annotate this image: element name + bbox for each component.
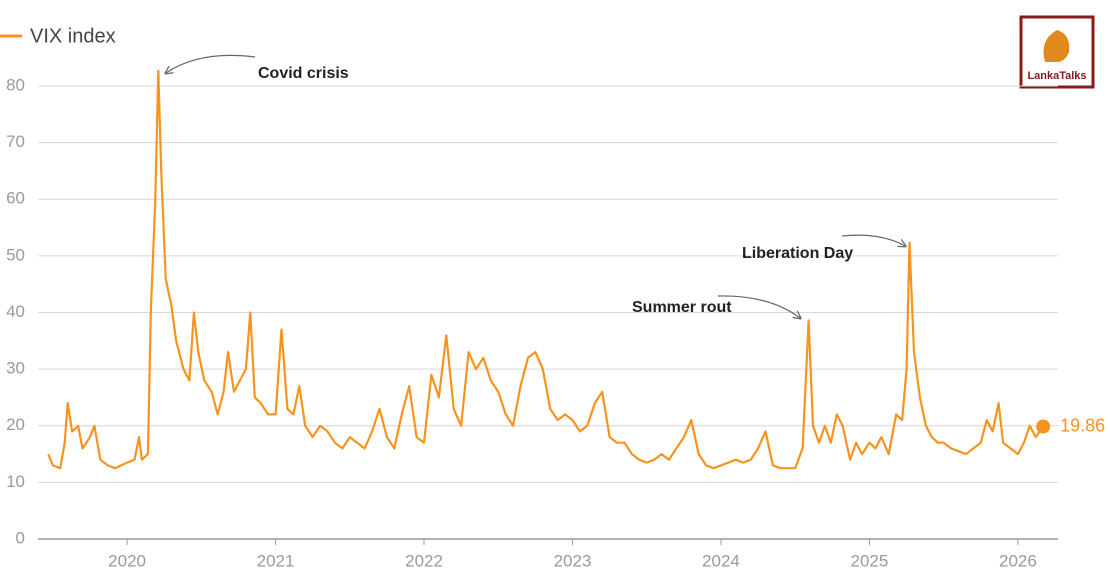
legend-label: VIX index: [30, 25, 116, 47]
x-tick-label: 2023: [554, 551, 592, 570]
x-tick-label: 2025: [851, 551, 889, 570]
x-tick-label: 2026: [999, 551, 1037, 570]
series-line: [47, 69, 1045, 470]
y-tick-label: 0: [16, 528, 25, 547]
logo-text: LankaTalks: [1027, 70, 1086, 82]
x-tick-label: 2020: [108, 551, 146, 570]
y-tick-label: 20: [6, 415, 25, 434]
y-tick-label: 50: [6, 245, 25, 264]
x-tick-label: 2024: [702, 551, 740, 570]
logo-icon: [1043, 30, 1070, 62]
annotation: Summer rout: [632, 299, 732, 316]
y-tick-label: 70: [6, 132, 25, 151]
annotation-arrow: [166, 54, 256, 73]
x-tick-label: 2021: [257, 551, 295, 570]
y-tick-label: 60: [6, 189, 25, 208]
end-label: 19.86: [1060, 415, 1105, 435]
y-tick-label: 40: [6, 302, 25, 321]
annotation-arrow: [717, 295, 800, 318]
logo: LankaTalks: [1019, 15, 1095, 89]
y-tick-label: 30: [6, 359, 25, 378]
y-tick-label: 10: [6, 472, 25, 491]
y-tick-label: 80: [6, 75, 25, 94]
x-tick-label: 2022: [405, 551, 443, 570]
end-marker: [1036, 419, 1051, 434]
annotation: Liberation Day: [742, 245, 853, 262]
annotation-arrow: [841, 234, 905, 246]
annotation: Covid crisis: [258, 65, 349, 82]
